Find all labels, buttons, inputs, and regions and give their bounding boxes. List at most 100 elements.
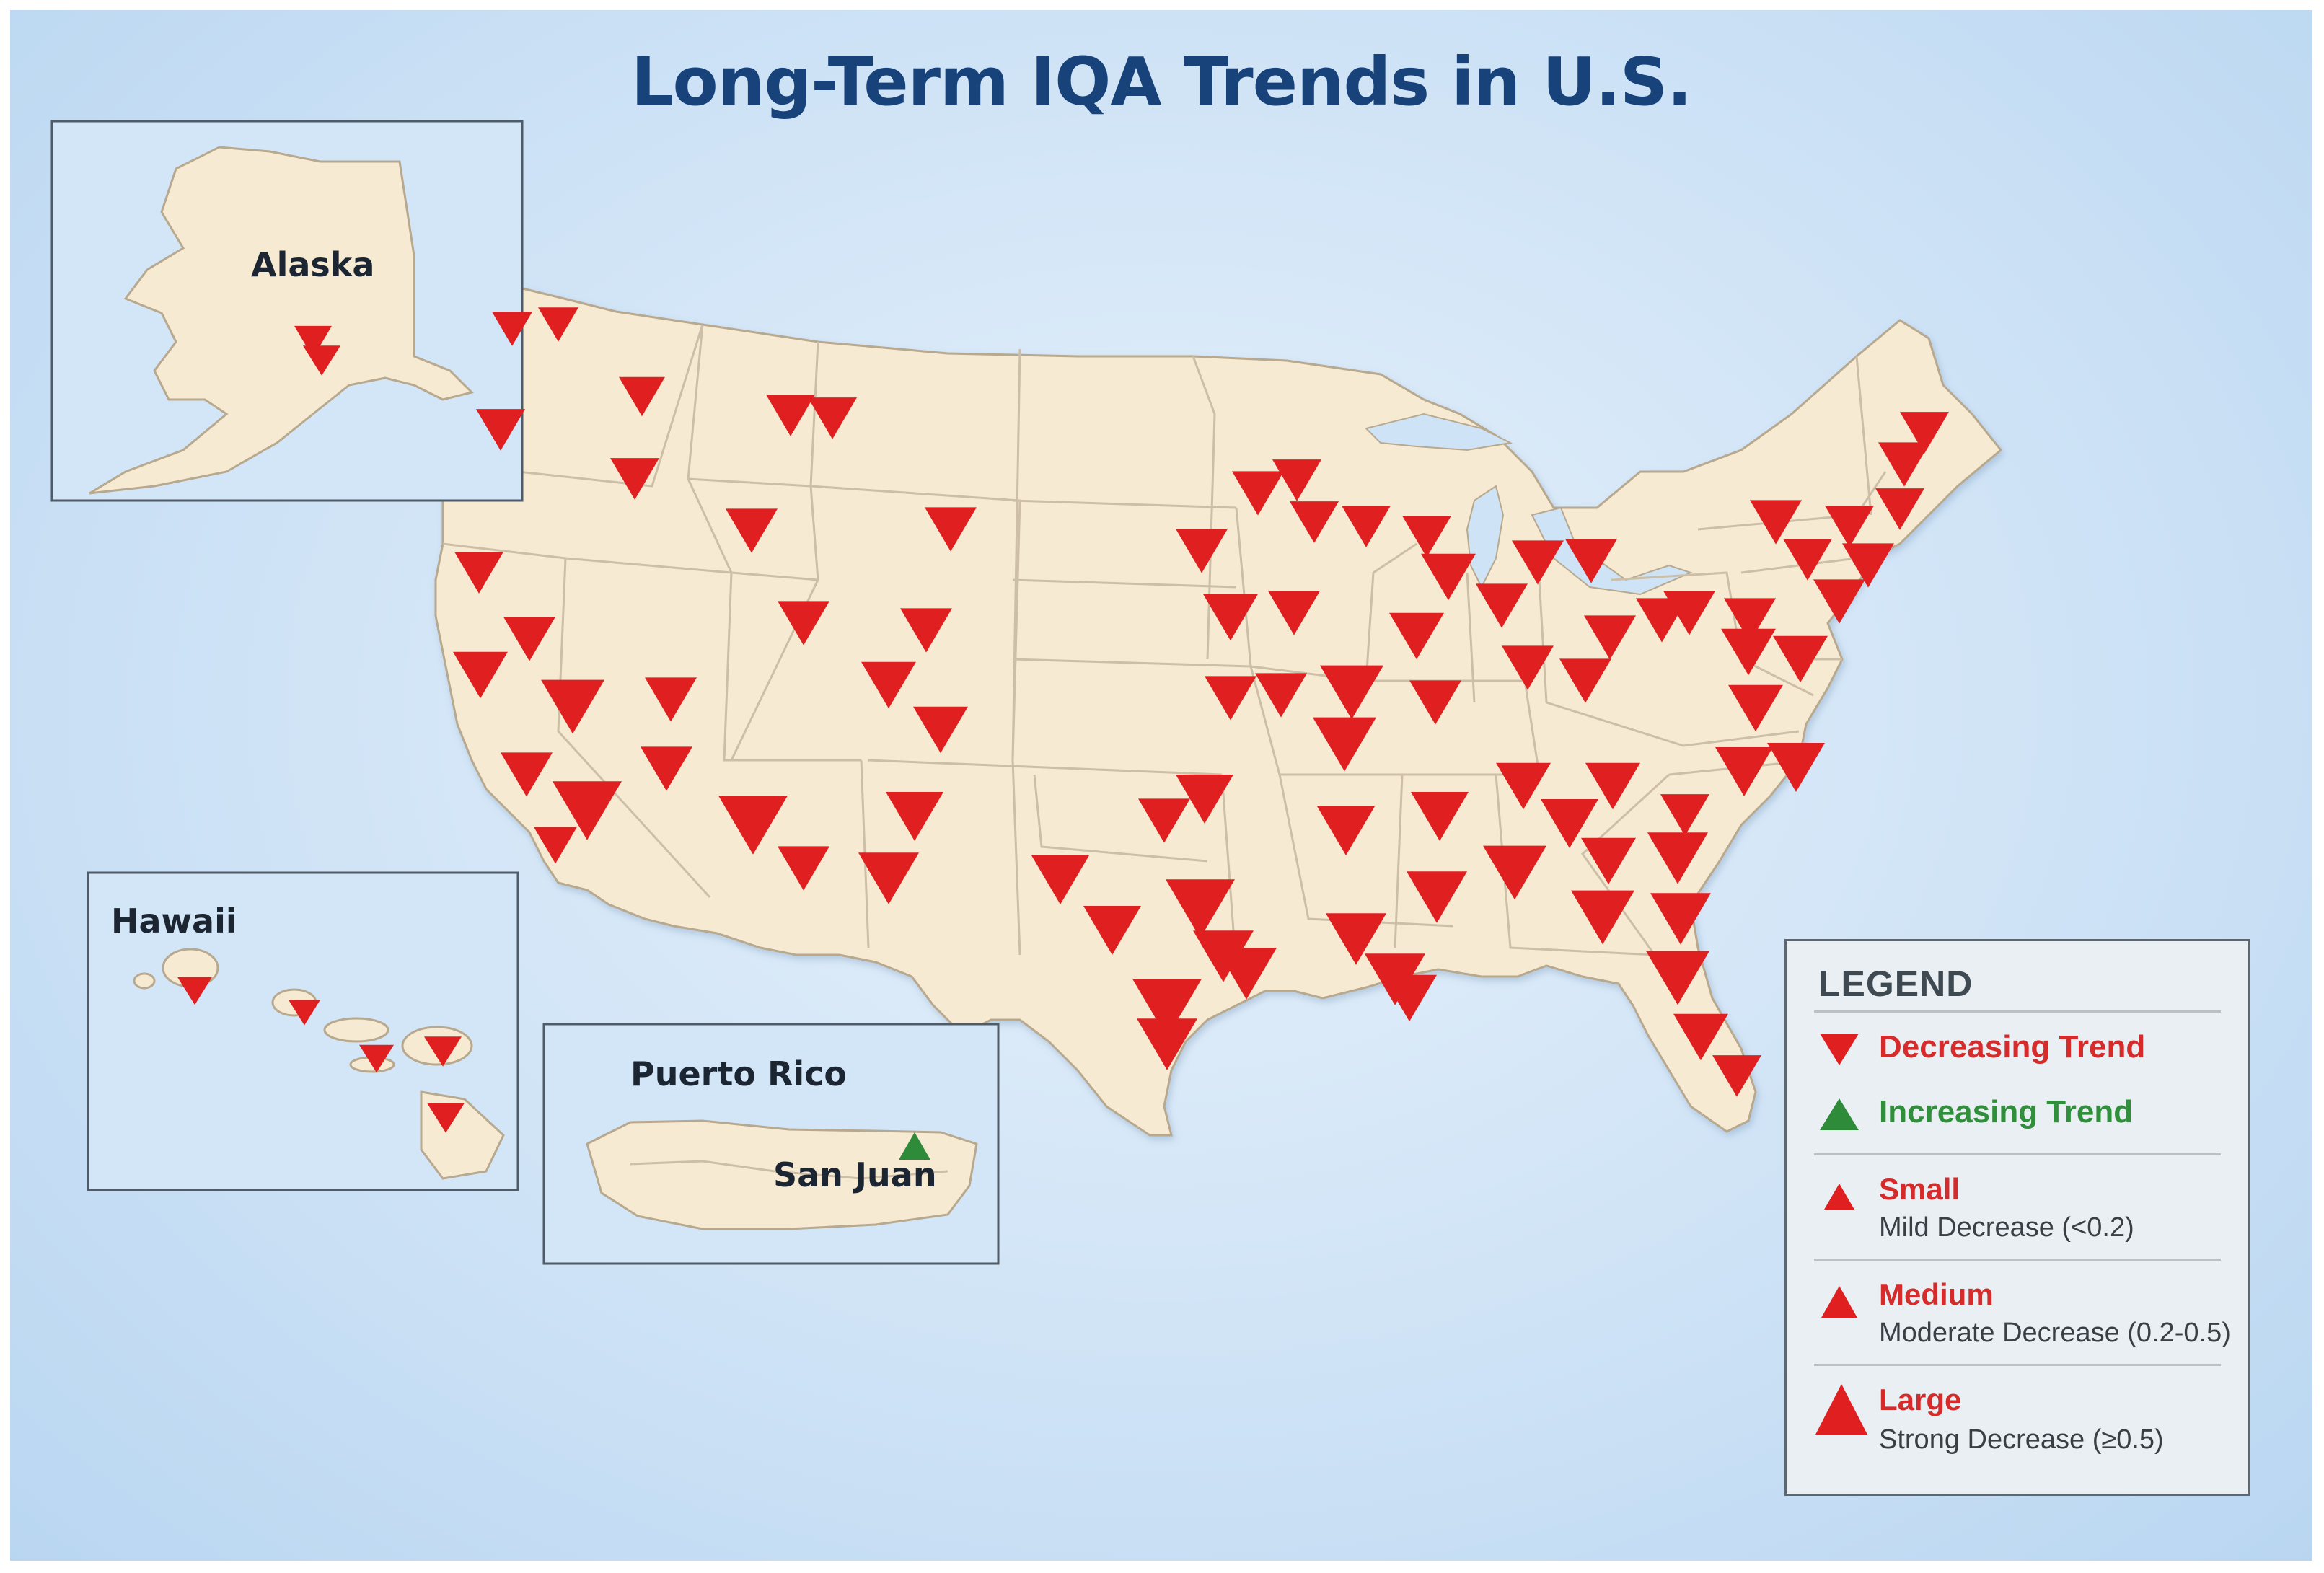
decreasing-trend-marker (427, 1103, 465, 1133)
legend-item-medium: Medium Moderate Decrease (0.2-0.5) (1814, 1276, 2234, 1355)
decreasing-trend-marker (1203, 594, 1258, 641)
legend-medium-label: Medium (1879, 1277, 1994, 1311)
decreasing-trend-marker (541, 679, 604, 734)
decreasing-trend-marker (1031, 855, 1089, 904)
decreasing-trend-marker (778, 846, 829, 891)
decreasing-trend-marker (1728, 684, 1783, 732)
decreasing-trend-marker (1813, 579, 1865, 624)
legend-divider (1814, 1259, 2221, 1261)
decreasing-trend-marker (1825, 506, 1874, 547)
decreasing-trend-marker (177, 977, 212, 1005)
decreasing-trend-marker (1581, 837, 1636, 885)
decreasing-trend-marker (1132, 979, 1202, 1038)
decreasing-trend-marker (1750, 500, 1802, 545)
decreasing-trend-marker (1502, 645, 1554, 690)
decreasing-trend-marker (1313, 717, 1376, 772)
legend-large-label: Large (1879, 1383, 1962, 1416)
legend-divider (1814, 1010, 2221, 1013)
decreasing-trend-marker (424, 1036, 462, 1067)
decreasing-trend-marker (1721, 628, 1776, 676)
alaska-label: Alaska (251, 245, 375, 284)
decreasing-trend-marker (861, 661, 916, 709)
decreasing-trend-marker (1402, 516, 1451, 558)
decreasing-trend-marker (1647, 832, 1708, 884)
decreasing-trend-marker (1663, 591, 1715, 635)
decreasing-trend-marker (1660, 794, 1709, 836)
decreasing-trend-marker (610, 458, 659, 500)
decreasing-trend-marker (1232, 471, 1284, 516)
legend-small-desc: Mild Decrease (<0.2) (1879, 1212, 2134, 1243)
decreasing-trend-marker (1541, 799, 1598, 848)
san-juan-label: San Juan (773, 1155, 937, 1194)
decreasing-trend-marker (1268, 591, 1320, 635)
decreasing-trend-marker (645, 677, 697, 722)
decreasing-trend-marker (718, 796, 788, 855)
trend-markers (177, 307, 1949, 1160)
decreasing-trend-marker (1216, 948, 1277, 1000)
decreasing-trend-marker (1290, 501, 1339, 543)
small-up-triangle-icon (1824, 1184, 1854, 1210)
decreasing-trend-marker (1326, 913, 1386, 965)
decreasing-trend-marker (538, 307, 578, 342)
decreasing-trend-marker (886, 792, 943, 841)
decreasing-trend-marker (1767, 743, 1825, 792)
decreasing-trend-marker (1585, 762, 1640, 810)
decreasing-trend-marker (1842, 543, 1894, 588)
puerto-rico-inner-line (630, 1160, 948, 1180)
decreasing-trend-marker (808, 397, 857, 439)
legend-small-label: Small (1879, 1172, 1960, 1206)
legend-panel: LEGEND Decreasing Trend Increasing Trend… (1784, 939, 2250, 1496)
decreasing-trend-marker (913, 706, 968, 754)
legend-large-desc: Strong Decrease (≥0.5) (1879, 1424, 2164, 1455)
decreasing-trend-marker (359, 1044, 394, 1073)
decreasing-trend-marker (501, 752, 553, 797)
decreasing-trend-marker (1584, 615, 1636, 660)
legend-increasing-label: Increasing Trend (1879, 1094, 2134, 1129)
decreasing-trend-marker (858, 852, 919, 904)
decreasing-trend-marker (1421, 553, 1476, 601)
decreasing-trend-marker (1272, 459, 1321, 501)
decreasing-trend-marker (726, 508, 778, 553)
decreasing-trend-marker (1483, 845, 1546, 900)
decreasing-trend-marker (1878, 442, 1930, 487)
decreasing-trend-marker (641, 746, 692, 791)
decreasing-trend-marker (453, 651, 508, 699)
decreasing-trend-marker (1342, 506, 1391, 547)
lake-michigan (1466, 485, 1505, 589)
puerto-rico-label: Puerto Rico (630, 1054, 848, 1093)
lake-superior (1365, 413, 1513, 451)
down-triangle-icon (1820, 1034, 1859, 1065)
hawaii-label: Hawaii (111, 902, 237, 940)
decreasing-trend-marker (1166, 879, 1235, 938)
decreasing-trend-marker (476, 409, 525, 451)
decreasing-trend-marker (766, 395, 815, 436)
decreasing-trend-marker (503, 617, 555, 661)
medium-up-triangle-icon (1821, 1286, 1857, 1318)
decreasing-trend-marker (1571, 890, 1634, 945)
decreasing-trend-marker (1176, 529, 1228, 573)
alaska-landmass (89, 146, 474, 495)
decreasing-trend-marker (1496, 762, 1551, 810)
decreasing-trend-marker (1715, 747, 1773, 796)
decreasing-trend-marker (1409, 680, 1461, 725)
decreasing-trend-marker (1320, 665, 1383, 720)
decreasing-trend-marker (1476, 583, 1528, 628)
legend-item-small: Small Mild Decrease (<0.2) (1814, 1171, 2234, 1250)
decreasing-trend-marker (1875, 488, 1924, 530)
decreasing-trend-marker (1389, 612, 1444, 660)
decreasing-trend-marker (1205, 676, 1256, 721)
decreasing-trend-marker (454, 552, 503, 594)
legend-item-large: Large Strong Decrease (≥0.5) (1814, 1381, 2234, 1468)
decreasing-trend-marker (553, 781, 622, 840)
decreasing-trend-marker (1783, 539, 1832, 581)
legend-medium-desc: Moderate Decrease (0.2-0.5) (1879, 1318, 2231, 1348)
decreasing-trend-marker (1382, 974, 1437, 1022)
decreasing-trend-marker (925, 507, 977, 552)
up-triangle-icon (1820, 1098, 1859, 1130)
decreasing-trend-marker (1411, 792, 1469, 841)
decreasing-trend-marker (1317, 806, 1375, 855)
decreasing-trend-marker (1255, 673, 1307, 718)
decreasing-trend-marker (1138, 798, 1190, 843)
legend-item-increasing: Increasing Trend (1814, 1093, 2234, 1136)
decreasing-trend-marker (900, 608, 952, 653)
